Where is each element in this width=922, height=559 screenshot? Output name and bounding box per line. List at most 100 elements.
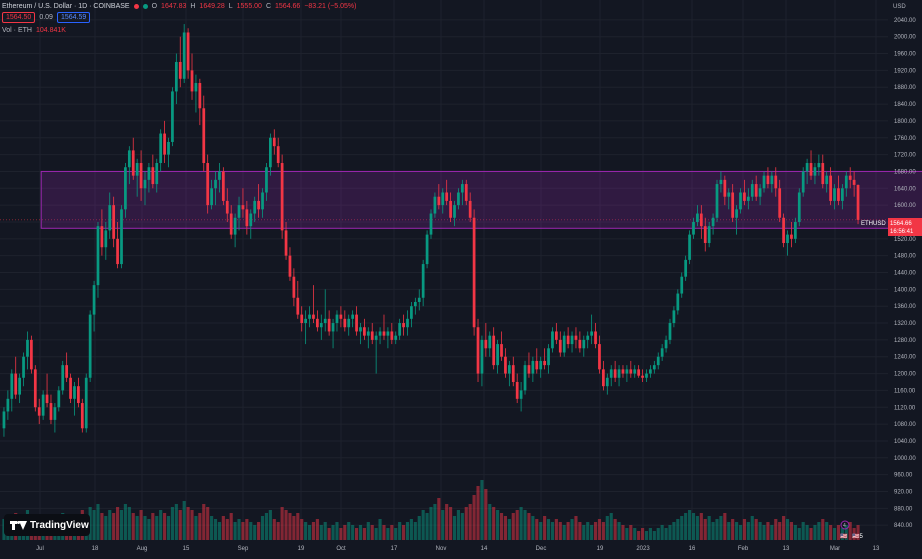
volume-bar <box>754 519 758 540</box>
volume-bar <box>597 519 602 540</box>
candle-body <box>49 403 53 420</box>
candle-body <box>797 192 801 222</box>
event-markers[interactable]: 4 🇺🇸 🇺🇸5 <box>840 520 863 540</box>
candle-body <box>668 323 672 340</box>
candle-body <box>33 369 37 408</box>
candle-body <box>500 344 503 357</box>
volume-bar <box>640 528 645 540</box>
flag-icon-count[interactable]: 🇺🇸5 <box>852 532 863 540</box>
candle-body <box>840 188 844 201</box>
volume-bar <box>805 525 809 540</box>
candle-body <box>210 188 213 206</box>
price-tick-label: 1920.00 <box>894 68 916 74</box>
price-tick-label: 1720.00 <box>894 153 916 159</box>
price-axis[interactable]: 840.00 880.00 920.00 960.00 1000.00 1040.00 10… <box>894 18 916 529</box>
candle-body <box>449 200 452 218</box>
candle-body <box>547 348 550 366</box>
volume-bar <box>245 519 249 540</box>
candle-body <box>468 200 472 218</box>
volume-label[interactable]: Vol · ETH <box>2 27 32 34</box>
volume-bar <box>546 519 551 540</box>
volume-bar <box>100 513 104 540</box>
event-marker-circle[interactable] <box>840 520 850 530</box>
volume-bar <box>108 510 112 540</box>
candle-body <box>378 331 382 336</box>
volume-bar <box>143 516 147 540</box>
event-marker-number[interactable]: 4 <box>843 523 846 529</box>
candle-body <box>327 318 331 332</box>
legend-title-row: Ethereum / U.S. Dollar · 1D · COINBASE O… <box>2 1 356 12</box>
volume-bar <box>178 510 182 540</box>
candle-body <box>100 226 104 248</box>
volume-bar <box>425 513 429 540</box>
candle-body <box>237 205 241 218</box>
volume-bar <box>821 519 825 540</box>
volume-bar <box>405 522 410 540</box>
volume-bar <box>182 501 186 540</box>
volume-bar <box>535 519 539 540</box>
candle-body <box>45 394 49 404</box>
price-tick-label: 1960.00 <box>894 52 916 58</box>
candle-body <box>476 327 480 374</box>
market-status-icon <box>133 4 139 9</box>
candle-body <box>464 184 468 201</box>
volume-bar <box>409 519 413 540</box>
candle-body <box>359 327 362 332</box>
volume-bar <box>735 522 739 540</box>
volume-bar <box>601 522 605 540</box>
volume-bar <box>249 522 253 540</box>
volume-bar <box>116 507 120 540</box>
candle-body <box>421 264 425 298</box>
volume-bar <box>609 513 613 540</box>
candle-body <box>96 226 100 286</box>
candle-body <box>319 323 323 328</box>
volume-bar <box>347 522 351 540</box>
volume-bar <box>343 525 347 540</box>
volume-bar <box>750 516 754 540</box>
candle-body <box>190 70 194 92</box>
price-tick-label: 1080.00 <box>894 422 916 428</box>
volume-bar <box>590 525 594 540</box>
volume-bar <box>233 522 237 540</box>
candle-body <box>453 205 456 218</box>
volume-bar <box>484 489 488 540</box>
sell-price-button[interactable]: 1564.50 <box>2 12 36 23</box>
volume-bar <box>296 513 300 540</box>
time-tick-label: Nov <box>436 546 447 552</box>
volume-bar <box>213 519 218 540</box>
candle-body <box>649 369 652 374</box>
volume-bar <box>527 513 531 540</box>
volume-bar <box>96 504 100 540</box>
time-axis[interactable]: Jul 18 Aug 15 Sep 19 Oct 17 Nov 14 Dec 19 2023 16 Feb 1… <box>36 546 880 552</box>
volume-bar <box>633 528 637 540</box>
candle-body <box>410 306 413 319</box>
candle-body <box>723 179 727 197</box>
candle-body <box>272 137 276 147</box>
buy-price-button[interactable]: 1564.59 <box>56 12 91 23</box>
currency-label[interactable]: USD <box>893 4 906 10</box>
volume-bar <box>237 519 241 540</box>
volume-bar <box>668 525 672 540</box>
volume-bar <box>304 522 308 540</box>
volume-bar <box>488 504 492 540</box>
volume-bar <box>680 516 684 540</box>
price-tick-label: 1440.00 <box>894 271 916 277</box>
price-tick-label: 1000.00 <box>894 456 916 462</box>
low-label: L <box>228 3 233 10</box>
price-tick-label: 1520.00 <box>894 237 916 243</box>
candle-body <box>73 386 76 399</box>
candle-body <box>660 348 664 357</box>
flag-icon[interactable]: 🇺🇸 <box>840 532 848 540</box>
candle-body <box>120 209 123 265</box>
volume-bar <box>507 519 511 540</box>
symbol-title[interactable]: Ethereum / U.S. Dollar · 1D · COINBASE <box>2 3 130 10</box>
tradingview-logo[interactable]: TradingView <box>4 514 90 536</box>
candle-body <box>641 375 644 378</box>
volume-bar <box>656 528 660 540</box>
candle-body <box>833 188 836 201</box>
volume-bar <box>241 522 245 540</box>
candle-body <box>645 373 648 378</box>
candle-body <box>848 175 852 180</box>
